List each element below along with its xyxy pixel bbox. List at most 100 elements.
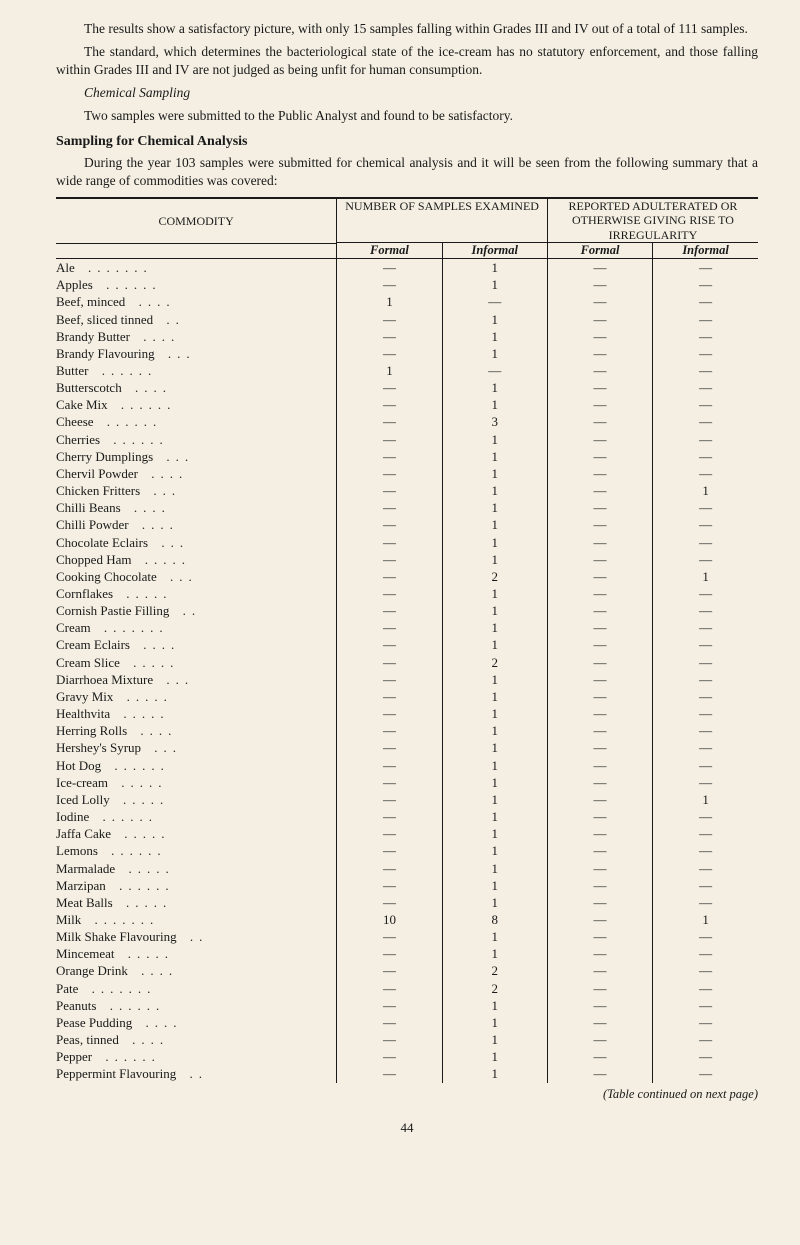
cell-i2: 1 (653, 482, 758, 499)
table-continued-note: (Table continued on next page) (56, 1087, 758, 1102)
cell-f2: — (547, 791, 652, 808)
cell-i1: 1 (442, 791, 547, 808)
commodity-name: Pease Pudding .... (56, 1014, 337, 1031)
commodity-name: Butterscotch .... (56, 379, 337, 396)
commodity-name: Peanuts ...... (56, 997, 337, 1014)
cell-i2: — (653, 894, 758, 911)
paragraph-2: The standard, which determines the bacte… (56, 43, 758, 78)
cell-i1: 1 (442, 1031, 547, 1048)
table-row: Orange Drink ....—2—— (56, 962, 758, 979)
cell-f2: — (547, 808, 652, 825)
cell-f2: — (547, 636, 652, 653)
paragraph-3: Two samples were submitted to the Public… (56, 107, 758, 124)
commodity-name: Peas, tinned .... (56, 1031, 337, 1048)
cell-f2: — (547, 911, 652, 928)
table-row: Healthvita .....—1—— (56, 705, 758, 722)
commodity-name: Chilli Beans .... (56, 499, 337, 516)
cell-f1: — (337, 619, 442, 636)
cell-f1: — (337, 877, 442, 894)
cell-f1: — (337, 328, 442, 345)
cell-i1: 1 (442, 997, 547, 1014)
cell-f2: — (547, 619, 652, 636)
cell-f1: — (337, 1065, 442, 1082)
cell-i1: 2 (442, 568, 547, 585)
table-row: Iodine ......—1—— (56, 808, 758, 825)
cell-i2: — (653, 757, 758, 774)
table-row: Hot Dog ......—1—— (56, 757, 758, 774)
table-row: Chicken Fritters ...—1—1 (56, 482, 758, 499)
commodity-name: Cheese ...... (56, 413, 337, 430)
cell-f1: — (337, 825, 442, 842)
cell-i1: 1 (442, 774, 547, 791)
cell-i2: — (653, 345, 758, 362)
cell-f2: — (547, 928, 652, 945)
cell-f2: — (547, 722, 652, 739)
cell-f2: — (547, 654, 652, 671)
cell-f1: — (337, 602, 442, 619)
commodity-name: Beef, sliced tinned .. (56, 311, 337, 328)
cell-f1: — (337, 345, 442, 362)
cell-i1: 1 (442, 379, 547, 396)
table-row: Cornflakes .....—1—— (56, 585, 758, 602)
cell-i2: — (653, 551, 758, 568)
table-row: Chervil Powder ....—1—— (56, 465, 758, 482)
commodity-name: Ice-cream ..... (56, 774, 337, 791)
cell-f1: — (337, 276, 442, 293)
commodity-name: Chicken Fritters ... (56, 482, 337, 499)
cell-i1: — (442, 293, 547, 310)
cell-f2: — (547, 705, 652, 722)
table-row: Peanuts ......—1—— (56, 997, 758, 1014)
table-row: Cherry Dumplings ...—1—— (56, 448, 758, 465)
table-row: Cream Slice .....—2—— (56, 654, 758, 671)
table-row: Ale .......—1—— (56, 259, 758, 276)
cell-i1: 1 (442, 1014, 547, 1031)
cell-i1: 2 (442, 654, 547, 671)
cell-i2: — (653, 516, 758, 533)
cell-f1: — (337, 431, 442, 448)
cell-f2: — (547, 602, 652, 619)
cell-f2: — (547, 894, 652, 911)
cell-f2: — (547, 757, 652, 774)
cell-i1: 1 (442, 619, 547, 636)
cell-f2: — (547, 1065, 652, 1082)
commodity-name: Cream Slice ..... (56, 654, 337, 671)
cell-i2: — (653, 293, 758, 310)
commodity-name: Apples ...... (56, 276, 337, 293)
table-row: Jaffa Cake .....—1—— (56, 825, 758, 842)
commodity-name: Pepper ...... (56, 1048, 337, 1065)
cell-f1: — (337, 945, 442, 962)
cell-f1: — (337, 842, 442, 859)
cell-i1: 1 (442, 311, 547, 328)
cell-i1: 1 (442, 877, 547, 894)
cell-f2: — (547, 877, 652, 894)
commodity-name: Cherry Dumplings ... (56, 448, 337, 465)
table-row: Chopped Ham .....—1—— (56, 551, 758, 568)
cell-f1: — (337, 448, 442, 465)
header-commodity: COMMODITY (56, 199, 337, 243)
cell-i1: 1 (442, 928, 547, 945)
cell-f1: — (337, 516, 442, 533)
table-row: Hershey's Syrup ...—1—— (56, 739, 758, 756)
cell-i2: — (653, 396, 758, 413)
cell-f2: — (547, 276, 652, 293)
commodity-name: Cherries ...... (56, 431, 337, 448)
commodity-name: Mincemeat ..... (56, 945, 337, 962)
cell-i2: 1 (653, 791, 758, 808)
commodity-name: Iced Lolly ..... (56, 791, 337, 808)
commodity-name: Lemons ...... (56, 842, 337, 859)
cell-i1: 1 (442, 1048, 547, 1065)
cell-f1: — (337, 413, 442, 430)
commodity-name: Iodine ...... (56, 808, 337, 825)
table-row: Milk .......108—1 (56, 911, 758, 928)
table-row: Cooking Chocolate ...—2—1 (56, 568, 758, 585)
cell-f2: — (547, 293, 652, 310)
cell-i2: — (653, 808, 758, 825)
header-reported: REPORTED ADULTERATED OR OTHERWISE GIVING… (547, 199, 758, 242)
table-row: Butter ......1——— (56, 362, 758, 379)
cell-f1: — (337, 739, 442, 756)
table-header-row-2: Formal Informal Formal Informal (56, 243, 758, 258)
table-row: Butterscotch ....—1—— (56, 379, 758, 396)
header-informal-2: Informal (653, 243, 758, 258)
cell-i2: 1 (653, 911, 758, 928)
cell-i2: — (653, 585, 758, 602)
